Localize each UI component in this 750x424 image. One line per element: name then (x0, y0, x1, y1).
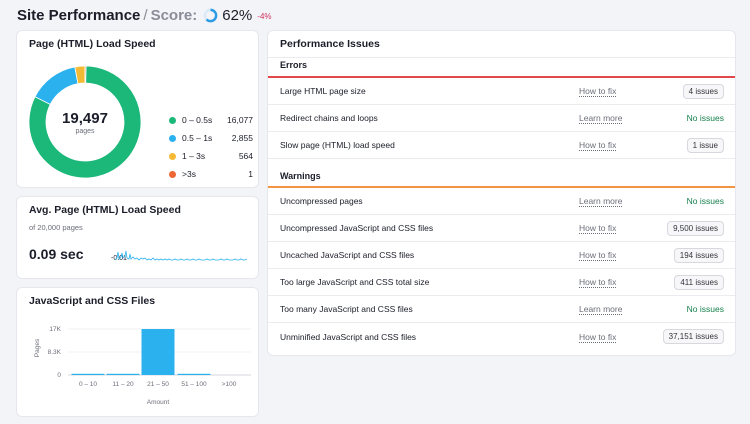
x-tick-label: 21 – 50 (147, 381, 169, 388)
load-speed-donut[interactable] (28, 65, 142, 179)
files-bar[interactable] (71, 373, 105, 375)
load-speed-title[interactable]: Page (HTML) Load Speed (29, 38, 156, 50)
issue-row: Unminified JavaScript and CSS files How … (268, 323, 735, 350)
performance-issues-title: Performance Issues (280, 38, 380, 50)
issue-count-badge[interactable]: 9,500 issues (667, 220, 724, 236)
issue-row: Uncached JavaScript and CSS files How to… (268, 242, 735, 269)
legend-dot (169, 170, 176, 178)
issue-count-badge[interactable]: 411 issues (674, 274, 724, 290)
legend-item[interactable]: 0 – 0.5s 16,077 (169, 111, 253, 129)
total-pages-value: 19,497 (62, 109, 108, 127)
issue-name: Large HTML page size (280, 86, 366, 96)
files-bar[interactable] (141, 329, 175, 375)
title-separator: / (143, 6, 148, 24)
legend-value: 564 (238, 151, 253, 161)
donut-center: 19,497 pages (28, 65, 142, 179)
legend-value: 2,855 (231, 133, 253, 143)
errors-rule (268, 76, 735, 78)
issue-name: Slow page (HTML) load speed (280, 140, 395, 150)
issue-help-link[interactable]: How to fix (579, 250, 617, 260)
issue-row: Uncompressed pages Learn more No issues (268, 188, 735, 215)
legend-dot (169, 134, 176, 142)
score-delta: -4% (257, 12, 272, 21)
legend-dot (169, 116, 176, 124)
y-tick-label: 8.3K (48, 349, 62, 356)
avg-speed-sparkline[interactable] (115, 244, 249, 266)
issue-help-link[interactable]: How to fix (579, 331, 617, 342)
legend-item[interactable]: >3s 1 (169, 165, 253, 183)
performance-issues-card: Performance Issues Errors Large HTML pag… (268, 31, 735, 355)
files-bar[interactable] (106, 373, 140, 375)
legend-label: 0.5 – 1s (182, 133, 213, 143)
score-ring-icon (203, 8, 218, 22)
warnings-rule (268, 186, 735, 188)
errors-heading: Errors (280, 60, 308, 70)
legend-label: 1 – 3s (182, 151, 206, 161)
score-label: Score: (150, 6, 198, 24)
total-pages-label: pages (75, 127, 95, 135)
no-issues-label: No issues (686, 196, 724, 206)
avg-speed-value: 0.09 sec (29, 246, 84, 262)
donut-slice[interactable] (28, 65, 142, 179)
no-issues-label: No issues (686, 113, 724, 123)
files-title[interactable]: JavaScript and CSS Files (29, 295, 156, 307)
issue-row: Uncompressed JavaScript and CSS files Ho… (268, 215, 735, 242)
x-tick-label: 51 – 100 (181, 381, 207, 388)
issue-count-badge[interactable]: 194 issues (673, 247, 724, 263)
x-tick-label: >100 (222, 381, 237, 388)
no-issues-label: No issues (686, 304, 724, 314)
title-divider (268, 57, 735, 58)
issue-help-link[interactable]: Learn more (579, 113, 623, 123)
issue-count-badge[interactable]: 37,151 issues (662, 329, 724, 344)
files-y-axis-label: Pages (34, 338, 41, 357)
issue-help-link[interactable]: Learn more (579, 196, 623, 206)
avg-speed-title[interactable]: Avg. Page (HTML) Load Speed (29, 204, 181, 216)
legend-item[interactable]: 0.5 – 1s 2,855 (169, 129, 253, 147)
donut-slice[interactable] (84, 65, 87, 84)
issue-help-link[interactable]: How to fix (579, 277, 617, 287)
issue-row: Redirect chains and loops Learn more No … (268, 105, 735, 132)
y-tick-label: 17K (49, 326, 61, 333)
x-tick-label: 0 – 10 (79, 381, 97, 388)
issue-help-link[interactable]: How to fix (579, 223, 617, 233)
x-tick-label: 11 – 20 (112, 381, 134, 388)
issue-name: Too many JavaScript and CSS files (280, 304, 413, 314)
files-bar-chart: Pages 17K 8.3K 0 0 – 10 11 – 20 21 – 50 … (34, 326, 251, 406)
avg-speed-subtitle: of 20,000 pages (29, 223, 83, 232)
legend-label: >3s (182, 169, 196, 179)
legend-label: 0 – 0.5s (182, 115, 213, 125)
issue-row: Too many JavaScript and CSS files Learn … (268, 296, 735, 323)
issue-name: Too large JavaScript and CSS total size (280, 277, 430, 287)
issue-help-link[interactable]: How to fix (579, 140, 617, 150)
legend-value: 16,077 (227, 115, 253, 125)
files-bar[interactable] (177, 373, 211, 375)
avg-speed-card: Avg. Page (HTML) Load Speed of 20,000 pa… (17, 197, 258, 278)
issue-name: Uncompressed JavaScript and CSS files (280, 223, 434, 233)
issue-row: Large HTML page size How to fix 4 issues (268, 78, 735, 105)
issue-row: Slow page (HTML) load speed How to fix 1… (268, 132, 735, 159)
warnings-heading: Warnings (280, 171, 321, 181)
issue-name: Uncached JavaScript and CSS files (280, 250, 415, 260)
files-card: JavaScript and CSS Files Pages 17K 8.3K … (17, 288, 258, 416)
page-header: Site Performance / Score: 62% -4% (17, 4, 272, 26)
issue-row: Too large JavaScript and CSS total size … (268, 269, 735, 296)
issue-name: Uncompressed pages (280, 196, 363, 206)
legend-value: 1 (248, 169, 253, 179)
issue-count-badge[interactable]: 4 issues (682, 83, 724, 99)
score-value: 62% (222, 6, 253, 24)
issue-name: Redirect chains and loops (280, 113, 378, 123)
page-title: Site Performance (17, 6, 141, 24)
issue-count-badge[interactable]: 1 issue (686, 137, 724, 153)
files-x-axis-label: Amount (147, 399, 170, 406)
issue-name: Unminified JavaScript and CSS files (280, 331, 417, 342)
issue-help-link[interactable]: Learn more (579, 304, 623, 314)
issue-help-link[interactable]: How to fix (579, 86, 617, 96)
y-tick-label: 0 (57, 372, 61, 379)
load-speed-legend: 0 – 0.5s 16,077 0.5 – 1s 2,855 1 – 3s 56… (169, 115, 253, 183)
legend-item[interactable]: 1 – 3s 564 (169, 147, 253, 165)
legend-dot (169, 152, 176, 160)
load-speed-card: Page (HTML) Load Speed 19,497 pages 0 – … (17, 31, 258, 187)
